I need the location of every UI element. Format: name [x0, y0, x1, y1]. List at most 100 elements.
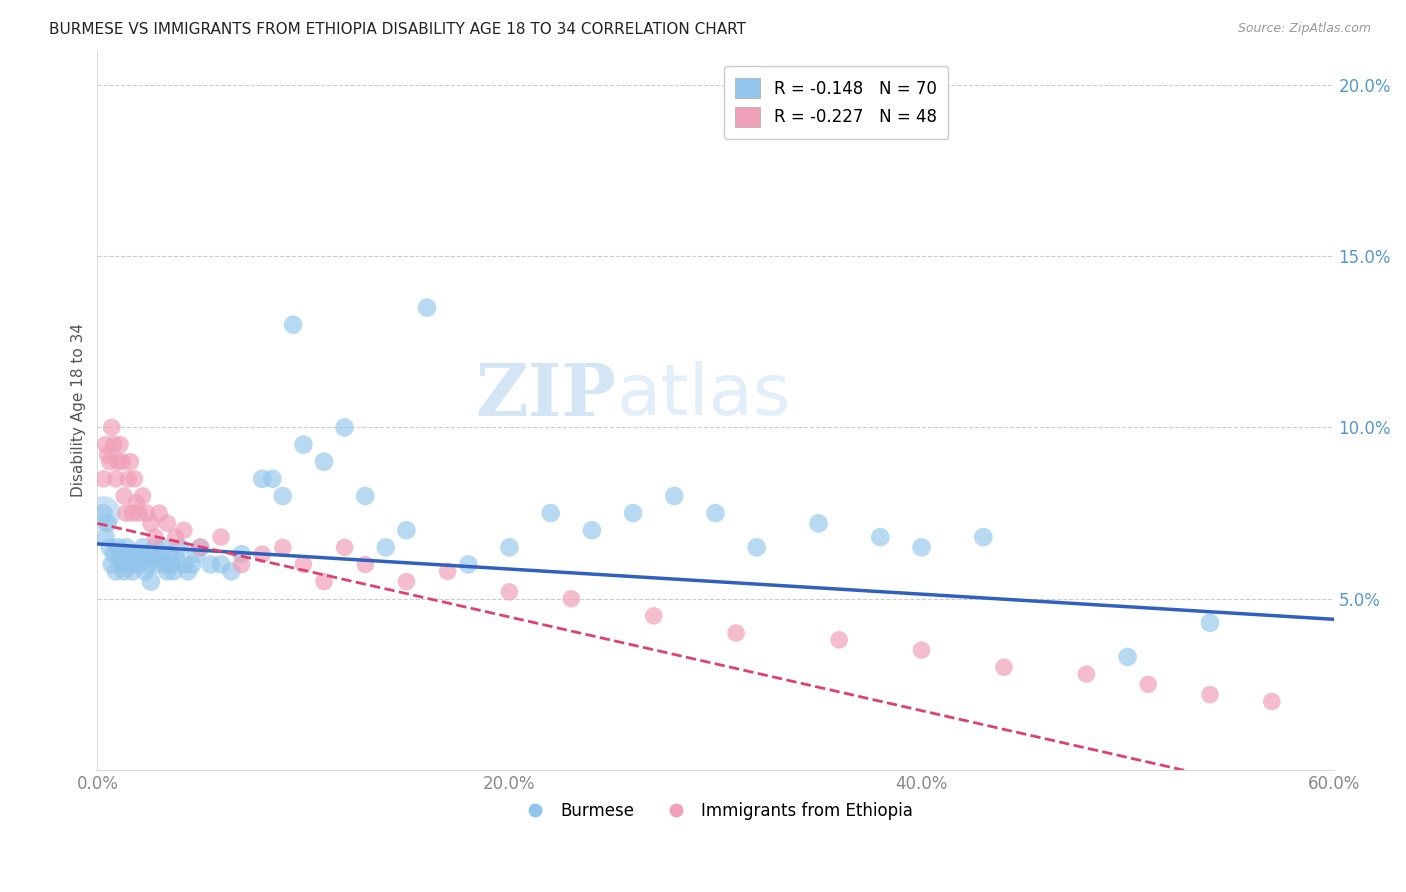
Point — [135, 547, 157, 561]
Text: Source: ZipAtlas.com: Source: ZipAtlas.com — [1237, 22, 1371, 36]
Point — [111, 455, 134, 469]
Point — [100, 420, 122, 434]
Point — [374, 541, 396, 555]
Point — [103, 547, 125, 561]
Text: BURMESE VS IMMIGRANTS FROM ETHIOPIA DISABILITY AGE 18 TO 34 CORRELATION CHART: BURMESE VS IMMIGRANTS FROM ETHIOPIA DISA… — [49, 22, 747, 37]
Point — [148, 550, 170, 565]
Point — [231, 558, 253, 572]
Point — [993, 660, 1015, 674]
Point — [142, 550, 165, 565]
Point — [139, 574, 162, 589]
Point — [159, 547, 181, 561]
Point — [98, 455, 121, 469]
Point — [94, 530, 117, 544]
Point — [155, 558, 177, 572]
Point — [395, 523, 418, 537]
Point — [312, 574, 335, 589]
Point — [97, 448, 120, 462]
Point — [416, 301, 439, 315]
Point — [181, 558, 204, 572]
Point — [143, 530, 166, 544]
Point — [828, 632, 851, 647]
Point — [209, 558, 232, 572]
Point — [312, 455, 335, 469]
Point — [333, 420, 356, 434]
Y-axis label: Disability Age 18 to 34: Disability Age 18 to 34 — [72, 323, 86, 498]
Point — [139, 516, 162, 531]
Point — [108, 550, 131, 565]
Point — [250, 472, 273, 486]
Point — [98, 541, 121, 555]
Point — [94, 437, 117, 451]
Point — [540, 506, 562, 520]
Point — [745, 541, 768, 555]
Point — [169, 541, 191, 555]
Point — [160, 558, 183, 572]
Point — [156, 565, 179, 579]
Point — [112, 565, 135, 579]
Point — [121, 506, 143, 520]
Point — [117, 547, 139, 561]
Point — [131, 541, 153, 555]
Point — [156, 516, 179, 531]
Point — [498, 541, 520, 555]
Point — [271, 489, 294, 503]
Point — [148, 506, 170, 520]
Point — [107, 455, 129, 469]
Point — [250, 547, 273, 561]
Point — [93, 506, 115, 520]
Point — [354, 558, 377, 572]
Point — [271, 541, 294, 555]
Point — [292, 558, 315, 572]
Legend: Burmese, Immigrants from Ethiopia: Burmese, Immigrants from Ethiopia — [512, 795, 920, 826]
Point — [152, 541, 174, 555]
Point — [104, 565, 127, 579]
Point — [124, 472, 146, 486]
Point — [436, 565, 458, 579]
Point — [97, 516, 120, 531]
Point — [93, 472, 115, 486]
Point — [135, 506, 157, 520]
Point — [146, 558, 169, 572]
Point — [143, 541, 166, 555]
Point — [165, 550, 187, 565]
Point — [1076, 667, 1098, 681]
Point — [807, 516, 830, 531]
Point — [1137, 677, 1160, 691]
Point — [115, 506, 138, 520]
Point — [910, 541, 932, 555]
Point — [107, 541, 129, 555]
Point — [1261, 694, 1284, 708]
Point — [869, 530, 891, 544]
Point — [177, 565, 200, 579]
Point — [581, 523, 603, 537]
Point — [112, 489, 135, 503]
Point — [704, 506, 727, 520]
Point — [333, 541, 356, 555]
Text: atlas: atlas — [617, 361, 792, 431]
Point — [725, 626, 748, 640]
Point — [111, 558, 134, 572]
Point — [643, 608, 665, 623]
Point — [128, 506, 150, 520]
Point — [354, 489, 377, 503]
Point — [190, 541, 212, 555]
Point — [108, 437, 131, 451]
Point — [910, 643, 932, 657]
Point — [138, 558, 160, 572]
Point — [621, 506, 644, 520]
Point — [129, 547, 152, 561]
Point — [115, 541, 138, 555]
Point — [120, 558, 142, 572]
Point — [173, 523, 195, 537]
Point — [134, 565, 156, 579]
Point — [165, 530, 187, 544]
Point — [560, 591, 582, 606]
Point — [281, 318, 304, 332]
Point — [124, 547, 146, 561]
Point — [664, 489, 686, 503]
Point — [1116, 650, 1139, 665]
Point — [1199, 688, 1222, 702]
Point — [117, 472, 139, 486]
Point — [125, 496, 148, 510]
